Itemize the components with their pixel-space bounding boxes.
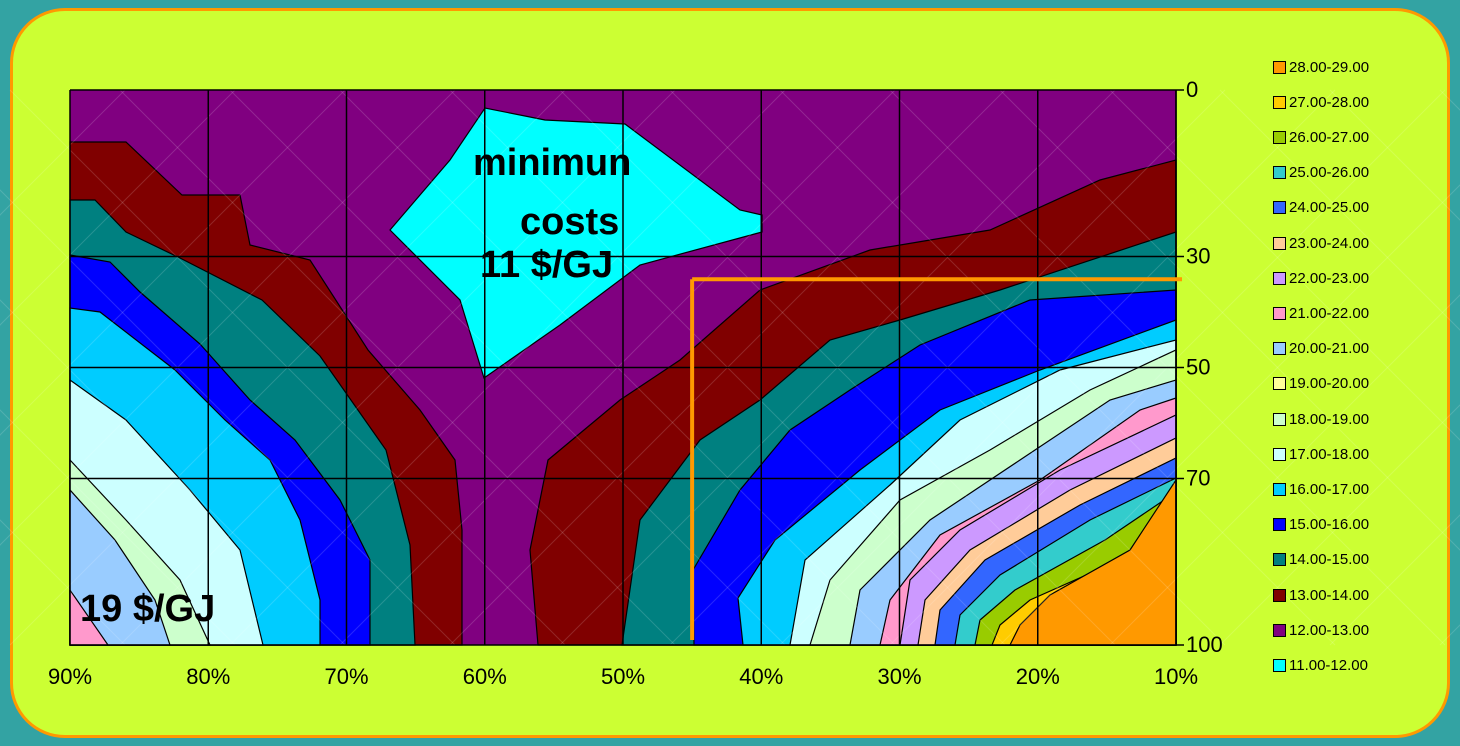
legend-item: 15.00-16.00 xyxy=(1273,516,1369,534)
legend-swatch xyxy=(1273,553,1286,567)
legend-item: 16.00-17.00 xyxy=(1273,480,1369,498)
legend-item: 28.00-29.00 xyxy=(1273,58,1369,76)
hatch-line xyxy=(0,519,126,646)
legend-item: 27.00-28.00 xyxy=(1273,93,1369,111)
legend-label: 20.00-21.00 xyxy=(1289,340,1370,358)
legend-swatch xyxy=(1273,130,1286,144)
legend-label: 15.00-16.00 xyxy=(1289,516,1370,534)
legend-label: 18.00-19.00 xyxy=(1289,410,1370,428)
legend-swatch xyxy=(1273,482,1286,496)
y-tick-label: 0 xyxy=(1186,77,1198,102)
hatch-line xyxy=(999,184,1460,646)
x-tick-label: 60% xyxy=(463,664,507,689)
legend-label: 28.00-29.00 xyxy=(1289,58,1370,76)
legend-item: 23.00-24.00 xyxy=(1273,234,1369,252)
legend-item: 14.00-15.00 xyxy=(1273,551,1369,569)
legend-swatch xyxy=(1273,623,1286,637)
legend-swatch xyxy=(1273,95,1286,109)
legend-swatch xyxy=(1273,166,1286,180)
legend-label: 13.00-14.00 xyxy=(1289,586,1370,604)
hatch-line xyxy=(1439,89,1460,111)
legend-label: 17.00-18.00 xyxy=(1289,445,1370,463)
hatch-line xyxy=(0,409,236,646)
legend-item: 20.00-21.00 xyxy=(1273,340,1369,358)
x-tick-label: 30% xyxy=(877,664,921,689)
legend-swatch xyxy=(1273,588,1286,602)
y-tick-label: 70 xyxy=(1186,466,1210,491)
hatch-line xyxy=(1219,404,1460,646)
legend-swatch xyxy=(1273,60,1286,74)
x-tick-label: 40% xyxy=(739,664,783,689)
legend-swatch xyxy=(1273,658,1286,672)
minimum-cost-label-line2: costs xyxy=(520,201,620,243)
x-tick-label: 70% xyxy=(324,664,368,689)
legend-item: 26.00-27.00 xyxy=(1273,128,1369,146)
hatch-line xyxy=(1329,514,1460,646)
legend-label: 24.00-25.00 xyxy=(1289,199,1370,217)
hatch-line xyxy=(1219,89,1460,331)
hatch-line xyxy=(999,89,1460,551)
legend-item: 25.00-26.00 xyxy=(1273,164,1369,182)
y-tick-label: 30 xyxy=(1186,244,1210,269)
x-tick-label: 50% xyxy=(601,664,645,689)
hatch-line xyxy=(0,89,126,216)
legend-item: 19.00-20.00 xyxy=(1273,375,1369,393)
legend-label: 19.00-20.00 xyxy=(1289,375,1370,393)
hatch-line xyxy=(1329,89,1460,221)
x-tick-label: 20% xyxy=(1016,664,1060,689)
legend-label: 11.00-12.00 xyxy=(1289,656,1368,674)
hatch-line xyxy=(0,89,346,436)
legend-label: 16.00-17.00 xyxy=(1289,480,1370,498)
legend-label: 23.00-24.00 xyxy=(1289,234,1370,252)
legend-item: 18.00-19.00 xyxy=(1273,410,1369,428)
legend-swatch xyxy=(1273,306,1286,320)
legend-item: 12.00-13.00 xyxy=(1273,621,1369,639)
legend-item: 13.00-14.00 xyxy=(1273,586,1369,604)
y-tick-label: 50 xyxy=(1186,355,1210,380)
hatch-line xyxy=(1109,294,1460,646)
minimum-cost-value: 11 $/GJ xyxy=(480,244,614,286)
legend-swatch xyxy=(1273,447,1286,461)
hatch-line xyxy=(1109,89,1460,441)
legend-label: 26.00-27.00 xyxy=(1289,128,1370,146)
y-tick-label: 100 xyxy=(1186,632,1223,657)
legend-item: 22.00-23.00 xyxy=(1273,269,1369,287)
legend-label: 21.00-22.00 xyxy=(1289,304,1370,322)
legend-label: 22.00-23.00 xyxy=(1289,269,1370,287)
x-tick-label: 10% xyxy=(1154,664,1198,689)
legend-swatch xyxy=(1273,377,1286,391)
legend-item: 21.00-22.00 xyxy=(1273,304,1369,322)
legend-swatch xyxy=(1273,271,1286,285)
legend-label: 12.00-13.00 xyxy=(1289,621,1370,639)
legend-item: 17.00-18.00 xyxy=(1273,445,1369,463)
legend-label: 25.00-26.00 xyxy=(1289,164,1370,182)
legend-swatch xyxy=(1273,236,1286,250)
legend-item: 11.00-12.00 xyxy=(1273,656,1368,674)
legend-label: 14.00-15.00 xyxy=(1289,551,1370,569)
legend-swatch xyxy=(1273,412,1286,426)
legend-swatch xyxy=(1273,518,1286,532)
x-tick-label: 90% xyxy=(48,664,92,689)
legend-item: 24.00-25.00 xyxy=(1273,199,1369,217)
x-tick-label: 80% xyxy=(186,664,230,689)
hatch-line xyxy=(1439,624,1460,646)
minimum-cost-label-line1: minimun xyxy=(473,142,632,184)
hatch-line xyxy=(0,89,236,326)
hatch-line xyxy=(0,299,346,646)
legend-swatch xyxy=(1273,342,1286,356)
corner-cost-value: 19 $/GJ xyxy=(80,588,216,630)
legend-swatch xyxy=(1273,201,1286,215)
legend-label: 27.00-28.00 xyxy=(1289,93,1370,111)
